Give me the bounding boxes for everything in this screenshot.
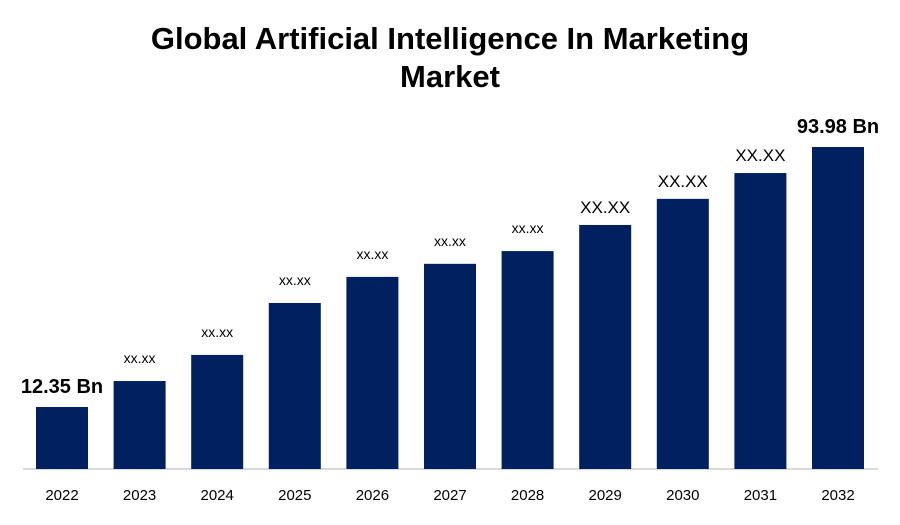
chart-title-line-1: Global Artificial Intelligence In Market…: [150, 21, 750, 56]
bar-2024: [191, 354, 244, 469]
bar-2028: [501, 251, 554, 469]
x-tick-label-2022: 2022: [45, 487, 78, 504]
data-label-2024: xx.xx: [201, 324, 233, 340]
bar-2029: [579, 224, 632, 469]
chart-title-line-2: Market: [400, 59, 500, 94]
data-label-2029: XX.XX: [580, 198, 630, 217]
bar-2032: [812, 147, 864, 469]
x-tick-label-2028: 2028: [511, 487, 544, 504]
x-tick-label-2025: 2025: [278, 487, 311, 504]
bar-2025: [268, 303, 321, 469]
data-label-2022: 12.35 Bn: [21, 376, 103, 398]
data-label-2023: xx.xx: [124, 350, 156, 366]
bar-2030: [656, 198, 709, 469]
data-label-2026: xx.xx: [356, 246, 388, 262]
bar-2022: [36, 407, 88, 469]
x-tick-label-2032: 2032: [821, 487, 854, 504]
x-tick-label-2026: 2026: [356, 487, 389, 504]
x-tick-label-2027: 2027: [433, 487, 466, 504]
data-label-2030: XX.XX: [658, 172, 708, 191]
x-tick-label-2030: 2030: [666, 487, 699, 504]
data-label-2028: xx.xx: [512, 220, 544, 236]
x-tick-label-2024: 2024: [201, 487, 234, 504]
x-tick-label-2031: 2031: [744, 487, 777, 504]
chart-title: Global Artificial Intelligence In Market…: [0, 20, 900, 96]
data-label-2031: XX.XX: [735, 146, 785, 165]
x-tick-label-2029: 2029: [589, 487, 622, 504]
x-tick-label-2023: 2023: [123, 487, 156, 504]
bar-2027: [424, 263, 476, 469]
bar-2031: [734, 173, 787, 470]
data-label-2027: xx.xx: [434, 233, 466, 249]
bar-2026: [346, 276, 399, 469]
bar-2023: [113, 381, 166, 469]
data-label-2025: xx.xx: [279, 272, 311, 288]
data-label-2032: 93.98 Bn: [797, 116, 879, 138]
